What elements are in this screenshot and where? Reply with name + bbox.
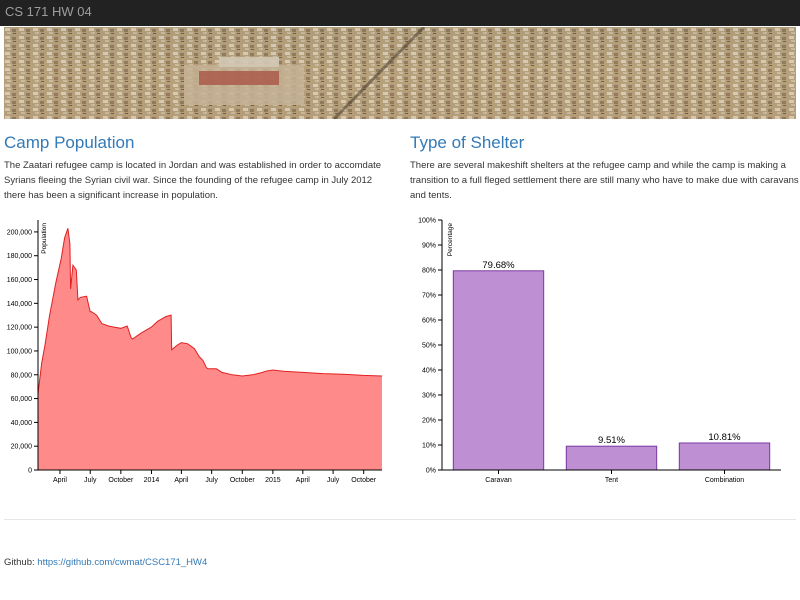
population-area-chart: 0 20,000 40,000 60,000 80,000 100,000 120,000 1… xyxy=(7,220,383,484)
github-link[interactable]: https://github.com/cwmat/CSC171_HW4 xyxy=(37,557,208,568)
shelter-type-title: Type of Shelter xyxy=(410,133,525,152)
footer: Github: https://github.com/cwmat/CSC171_… xyxy=(4,557,207,568)
shelter-bar-chart: 79.68% Caravan 9.51% Tent 10.81% Combination 0… xyxy=(418,218,781,484)
camp-population-title: Camp Population xyxy=(4,133,135,152)
y-axis-label: Percentage xyxy=(447,223,454,257)
x-tick-label: October xyxy=(351,477,377,484)
y-tick-label: 20% xyxy=(422,418,436,425)
x-tick-label: 2015 xyxy=(265,477,281,484)
y-tick-label: 200,000 xyxy=(7,229,32,236)
x-tick-label: Combination xyxy=(705,477,744,484)
x-tick-label: July xyxy=(327,477,340,484)
y-tick-label: 100% xyxy=(418,218,436,225)
x-tick-label: April xyxy=(53,477,67,484)
section-divider xyxy=(4,519,796,520)
shelter-type-description: There are several makeshift shelters at … xyxy=(410,160,799,201)
population-line xyxy=(37,228,383,394)
x-tick-label: October xyxy=(108,477,134,484)
x-tick-label: April xyxy=(174,477,188,484)
bar-value-label: 79.68% xyxy=(482,260,515,271)
y-tick-label: 30% xyxy=(422,393,436,400)
y-tick-label: 10% xyxy=(422,443,436,450)
y-tick-label: 40% xyxy=(422,368,436,375)
bar-value-label: 10.81% xyxy=(708,432,741,443)
y-tick-label: 60% xyxy=(422,318,436,325)
x-tick-label: 2014 xyxy=(144,477,160,484)
github-label: Github: xyxy=(4,557,35,568)
x-tick-label: Tent xyxy=(605,477,618,484)
bar-tent xyxy=(565,445,658,471)
x-tick-label: July xyxy=(84,477,97,484)
population-area xyxy=(38,228,382,470)
banner-image xyxy=(4,27,796,119)
y-tick-label: 0 xyxy=(28,468,32,475)
camp-population-description: The Zaatari refugee camp is located in J… xyxy=(4,160,382,201)
y-tick-label: 50% xyxy=(422,343,436,350)
y-tick-label: 20,000 xyxy=(11,444,33,451)
x-tick-label: Caravan xyxy=(485,477,512,484)
y-tick-label: 70% xyxy=(422,293,436,300)
brand-title[interactable]: CS 171 HW 04 xyxy=(5,4,92,19)
bar-caravan xyxy=(452,270,545,471)
y-axis-label: Population xyxy=(41,223,48,254)
y-tick-label: 180,000 xyxy=(7,253,32,260)
x-tick-label: October xyxy=(230,477,256,484)
y-tick-label: 120,000 xyxy=(7,325,32,332)
y-tick-label: 100,000 xyxy=(7,348,32,355)
y-tick-label: 80,000 xyxy=(11,372,33,379)
y-tick-label: 140,000 xyxy=(7,301,32,308)
y-tick-label: 90% xyxy=(422,243,436,250)
y-tick-label: 60,000 xyxy=(11,396,33,403)
x-tick-label: April xyxy=(296,477,310,484)
y-tick-label: 160,000 xyxy=(7,277,32,284)
x-tick-label: July xyxy=(205,477,218,484)
bar-combination xyxy=(678,442,771,471)
refugee-camp-aerial-image xyxy=(4,27,796,119)
bar-value-label: 9.51% xyxy=(598,435,625,446)
navbar: CS 171 HW 04 xyxy=(0,0,800,26)
y-tick-label: 40,000 xyxy=(11,420,33,427)
y-tick-label: 80% xyxy=(422,268,436,275)
y-tick-label: 0% xyxy=(426,468,436,475)
